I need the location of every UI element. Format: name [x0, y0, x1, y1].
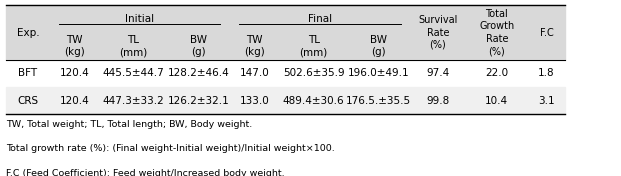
- Text: 133.0: 133.0: [240, 96, 270, 106]
- Text: Exp.: Exp.: [17, 28, 39, 37]
- Text: 445.5±44.7: 445.5±44.7: [102, 68, 165, 78]
- Text: 147.0: 147.0: [240, 68, 270, 78]
- Text: TL
(mm): TL (mm): [119, 35, 148, 57]
- Text: Total
Growth
Rate
(%): Total Growth Rate (%): [479, 9, 514, 56]
- Text: 1.8: 1.8: [538, 68, 555, 78]
- Text: BW
(g): BW (g): [370, 35, 388, 57]
- Text: F.C: F.C: [540, 28, 553, 37]
- Text: 176.5.±35.5: 176.5.±35.5: [347, 96, 411, 106]
- Text: TL
(mm): TL (mm): [299, 35, 328, 57]
- Text: 196.0±49.1: 196.0±49.1: [348, 68, 410, 78]
- Text: 10.4: 10.4: [485, 96, 509, 106]
- Text: Initial: Initial: [125, 14, 154, 24]
- Text: 97.4: 97.4: [426, 68, 450, 78]
- Text: 128.2±46.4: 128.2±46.4: [168, 68, 230, 78]
- Bar: [6, 87, 565, 114]
- Text: Final: Final: [308, 14, 332, 24]
- Text: 120.4: 120.4: [60, 96, 89, 106]
- Text: BFT: BFT: [19, 68, 37, 78]
- Text: TW
(kg): TW (kg): [64, 35, 85, 57]
- Text: 3.1: 3.1: [538, 96, 555, 106]
- Bar: [6, 5, 565, 60]
- Text: Survival
Rate
(%): Survival Rate (%): [418, 15, 458, 50]
- Text: 447.3±33.2: 447.3±33.2: [102, 96, 165, 106]
- Text: 22.0: 22.0: [485, 68, 509, 78]
- Text: 99.8: 99.8: [426, 96, 450, 106]
- Text: TW, Total weight; TL, Total length; BW, Body weight.: TW, Total weight; TL, Total length; BW, …: [6, 120, 253, 129]
- Bar: [6, 60, 565, 87]
- Text: CRS: CRS: [17, 96, 39, 106]
- Text: 502.6±35.9: 502.6±35.9: [283, 68, 345, 78]
- Text: 126.2±32.1: 126.2±32.1: [168, 96, 230, 106]
- Text: TW
(kg): TW (kg): [244, 35, 265, 57]
- Text: Total growth rate (%): (Final weight-Initial weight)/Initial weight×100.: Total growth rate (%): (Final weight-Ini…: [6, 144, 335, 153]
- Text: 489.4±30.6: 489.4±30.6: [283, 96, 345, 106]
- Text: F.C (Feed Coefficient): Feed weight/Increased body weight.: F.C (Feed Coefficient): Feed weight/Incr…: [6, 169, 285, 176]
- Text: BW
(g): BW (g): [190, 35, 207, 57]
- Text: 120.4: 120.4: [60, 68, 89, 78]
